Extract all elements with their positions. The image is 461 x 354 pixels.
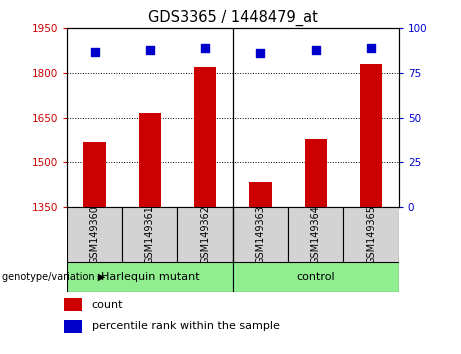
Point <box>146 47 154 53</box>
FancyBboxPatch shape <box>67 207 122 262</box>
Text: GSM149364: GSM149364 <box>311 205 321 264</box>
Text: GSM149362: GSM149362 <box>200 205 210 264</box>
Bar <box>305 138 327 207</box>
Text: Harlequin mutant: Harlequin mutant <box>100 272 199 282</box>
Title: GDS3365 / 1448479_at: GDS3365 / 1448479_at <box>148 9 318 25</box>
Point <box>257 51 264 56</box>
Point <box>367 45 375 51</box>
Text: percentile rank within the sample: percentile rank within the sample <box>92 321 280 331</box>
Bar <box>360 64 382 207</box>
Bar <box>139 113 161 207</box>
FancyBboxPatch shape <box>122 207 177 262</box>
Text: GSM149363: GSM149363 <box>255 205 266 264</box>
FancyBboxPatch shape <box>177 207 233 262</box>
FancyBboxPatch shape <box>343 207 399 262</box>
Text: GSM149365: GSM149365 <box>366 205 376 264</box>
Bar <box>65 298 82 312</box>
FancyBboxPatch shape <box>233 262 399 292</box>
Point <box>201 45 209 51</box>
Point <box>91 49 98 55</box>
Text: control: control <box>296 272 335 282</box>
Text: count: count <box>92 300 123 310</box>
Point <box>312 47 319 53</box>
Bar <box>83 142 106 207</box>
FancyBboxPatch shape <box>67 262 233 292</box>
Text: genotype/variation ▶: genotype/variation ▶ <box>2 272 106 282</box>
Text: GSM149361: GSM149361 <box>145 205 155 264</box>
FancyBboxPatch shape <box>233 207 288 262</box>
FancyBboxPatch shape <box>288 207 343 262</box>
Bar <box>249 182 272 207</box>
Text: GSM149360: GSM149360 <box>89 205 100 264</box>
Bar <box>194 67 216 207</box>
Bar <box>65 320 82 332</box>
